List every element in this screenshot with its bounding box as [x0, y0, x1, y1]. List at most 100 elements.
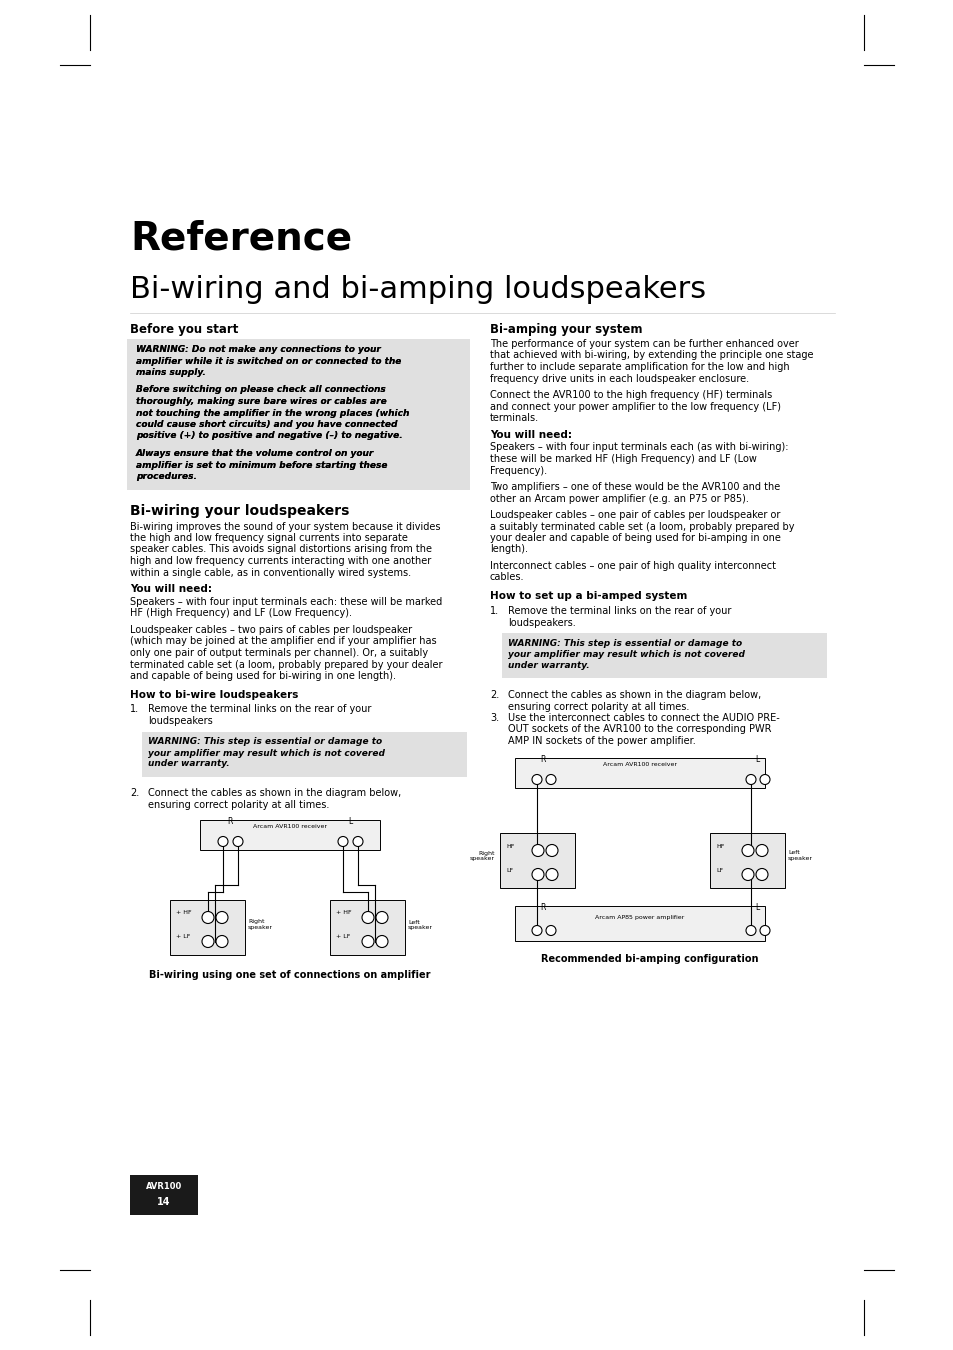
Bar [127, 339, 470, 490]
Text: Use the interconnect cables to connect the AUDIO PRE-: Use the interconnect cables to connect t… [507, 713, 779, 724]
Circle shape [760, 775, 769, 784]
Text: Arcam AVR100 receiver: Arcam AVR100 receiver [602, 763, 677, 768]
Circle shape [233, 837, 243, 846]
Text: How to bi-wire loudspeakers: How to bi-wire loudspeakers [130, 690, 298, 699]
Circle shape [755, 845, 767, 856]
Circle shape [532, 775, 541, 784]
Circle shape [337, 837, 348, 846]
Text: not touching the amplifier in the wrong places (which: not touching the amplifier in the wrong … [136, 409, 409, 417]
Text: Frequency).: Frequency). [490, 466, 547, 475]
Text: positive (+) to positive and negative (–) to negative.: positive (+) to positive and negative (–… [136, 432, 402, 440]
Circle shape [755, 868, 767, 880]
Text: that achieved with bi-wiring, by extending the principle one stage: that achieved with bi-wiring, by extendi… [490, 351, 813, 360]
Text: WARNING: This step is essential or damage to: WARNING: This step is essential or damag… [507, 639, 741, 648]
Text: Bi-wiring and bi-amping loudspeakers: Bi-wiring and bi-amping loudspeakers [130, 275, 705, 304]
Circle shape [545, 926, 556, 936]
Text: within a single cable, as in conventionally wired systems.: within a single cable, as in conventiona… [130, 567, 411, 578]
Text: the high and low frequency signal currents into separate: the high and low frequency signal curren… [130, 533, 408, 543]
Circle shape [545, 868, 558, 880]
Text: Connect the AVR100 to the high frequency (HF) terminals: Connect the AVR100 to the high frequency… [490, 390, 771, 400]
Bar [709, 833, 784, 887]
Text: + LF: + LF [335, 934, 350, 940]
Text: speaker cables. This avoids signal distortions arising from the: speaker cables. This avoids signal disto… [130, 544, 432, 555]
Circle shape [202, 911, 213, 923]
Text: could cause short circuits) and you have connected: could cause short circuits) and you have… [136, 420, 397, 429]
Circle shape [532, 926, 541, 936]
Text: 14: 14 [157, 1197, 171, 1207]
Circle shape [215, 911, 228, 923]
Text: Bi-wiring using one set of connections on amplifier: Bi-wiring using one set of connections o… [149, 971, 431, 980]
Bar [515, 757, 764, 787]
Text: Remove the terminal links on the rear of your: Remove the terminal links on the rear of… [148, 705, 371, 714]
Text: + LF: + LF [175, 934, 191, 940]
Text: Left
speaker: Left speaker [787, 850, 812, 861]
Text: Recommended bi-amping configuration: Recommended bi-amping configuration [540, 954, 758, 964]
Text: Interconnect cables – one pair of high quality interconnect: Interconnect cables – one pair of high q… [490, 562, 775, 571]
Circle shape [532, 845, 543, 856]
Text: AVR100: AVR100 [146, 1183, 182, 1191]
Text: loudspeakers: loudspeakers [148, 716, 213, 726]
Bar [501, 633, 826, 678]
Bar [130, 1174, 198, 1215]
Text: Speakers – with four input terminals each (as with bi-wiring):: Speakers – with four input terminals eac… [490, 443, 788, 452]
Text: HF (High Frequency) and LF (Low Frequency).: HF (High Frequency) and LF (Low Frequenc… [130, 609, 352, 618]
Text: terminated cable set (a loom, probably prepared by your dealer: terminated cable set (a loom, probably p… [130, 660, 442, 670]
Text: Loudspeaker cables – two pairs of cables per loudspeaker: Loudspeaker cables – two pairs of cables… [130, 625, 412, 634]
Text: Reference: Reference [130, 220, 352, 258]
Text: R: R [227, 818, 233, 826]
Text: R: R [539, 756, 545, 764]
Bar [330, 899, 405, 954]
Text: Right
speaker: Right speaker [248, 919, 273, 930]
Text: your amplifier may result which is not covered: your amplifier may result which is not c… [507, 649, 744, 659]
Text: your dealer and capable of being used for bi-amping in one: your dealer and capable of being used fo… [490, 533, 781, 543]
Text: Loudspeaker cables – one pair of cables per loudspeaker or: Loudspeaker cables – one pair of cables … [490, 510, 780, 520]
Text: Connect the cables as shown in the diagram below,: Connect the cables as shown in the diagr… [148, 788, 401, 798]
Text: Always ensure that the volume control on your: Always ensure that the volume control on… [136, 450, 374, 458]
Text: only one pair of output terminals per channel). Or, a suitably: only one pair of output terminals per ch… [130, 648, 428, 657]
Circle shape [745, 926, 755, 936]
Text: + HF: + HF [175, 910, 192, 915]
Text: Bi-wiring improves the sound of your system because it divides: Bi-wiring improves the sound of your sys… [130, 521, 440, 532]
Text: mains supply.: mains supply. [136, 369, 206, 377]
Circle shape [218, 837, 228, 846]
Circle shape [215, 936, 228, 948]
Text: your amplifier may result which is not covered: your amplifier may result which is not c… [148, 748, 385, 757]
Text: and capable of being used for bi-wiring in one length).: and capable of being used for bi-wiring … [130, 671, 395, 680]
Text: 3.: 3. [490, 713, 498, 724]
Bar [499, 833, 575, 887]
Text: + HF: + HF [335, 910, 352, 915]
Circle shape [545, 845, 558, 856]
Text: amplifier while it is switched on or connected to the: amplifier while it is switched on or con… [136, 356, 401, 366]
Text: LF: LF [716, 868, 722, 872]
Text: 1.: 1. [490, 606, 498, 616]
Bar [142, 732, 467, 776]
Circle shape [353, 837, 363, 846]
Circle shape [741, 868, 753, 880]
Text: these will be marked HF (High Frequency) and LF (Low: these will be marked HF (High Frequency)… [490, 454, 756, 464]
Text: WARNING: Do not make any connections to your: WARNING: Do not make any connections to … [136, 346, 380, 354]
Text: Connect the cables as shown in the diagram below,: Connect the cables as shown in the diagr… [507, 690, 760, 701]
Text: WARNING: Do not make any connections to your: WARNING: Do not make any connections to … [136, 346, 380, 354]
Bar [515, 906, 764, 941]
Text: Arcam AP85 power amplifier: Arcam AP85 power amplifier [595, 915, 684, 921]
Text: mains supply.: mains supply. [136, 369, 206, 377]
Text: Bi-amping your system: Bi-amping your system [490, 323, 641, 336]
Text: HF: HF [716, 844, 723, 849]
Text: and connect your power amplifier to the low frequency (LF): and connect your power amplifier to the … [490, 401, 781, 412]
Text: could cause short circuits) and you have connected: could cause short circuits) and you have… [136, 420, 397, 429]
Text: under warranty.: under warranty. [507, 662, 589, 670]
Text: (which may be joined at the amplifier end if your amplifier has: (which may be joined at the amplifier en… [130, 636, 436, 647]
Text: amplifier while it is switched on or connected to the: amplifier while it is switched on or con… [136, 356, 401, 366]
Text: amplifier is set to minimum before starting these: amplifier is set to minimum before start… [136, 460, 387, 470]
Text: thoroughly, making sure bare wires or cables are: thoroughly, making sure bare wires or ca… [136, 397, 386, 406]
Circle shape [760, 926, 769, 936]
Text: positive (+) to positive and negative (–) to negative.: positive (+) to positive and negative (–… [136, 432, 402, 440]
Text: under warranty.: under warranty. [148, 760, 230, 768]
Circle shape [202, 936, 213, 948]
Text: 1.: 1. [130, 705, 139, 714]
Circle shape [745, 775, 755, 784]
Text: Speakers – with four input terminals each: these will be marked: Speakers – with four input terminals eac… [130, 597, 442, 608]
Text: Two amplifiers – one of these would be the AVR100 and the: Two amplifiers – one of these would be t… [490, 482, 780, 491]
Text: a suitably terminated cable set (a loom, probably prepared by: a suitably terminated cable set (a loom,… [490, 521, 794, 532]
Bar [200, 819, 379, 849]
